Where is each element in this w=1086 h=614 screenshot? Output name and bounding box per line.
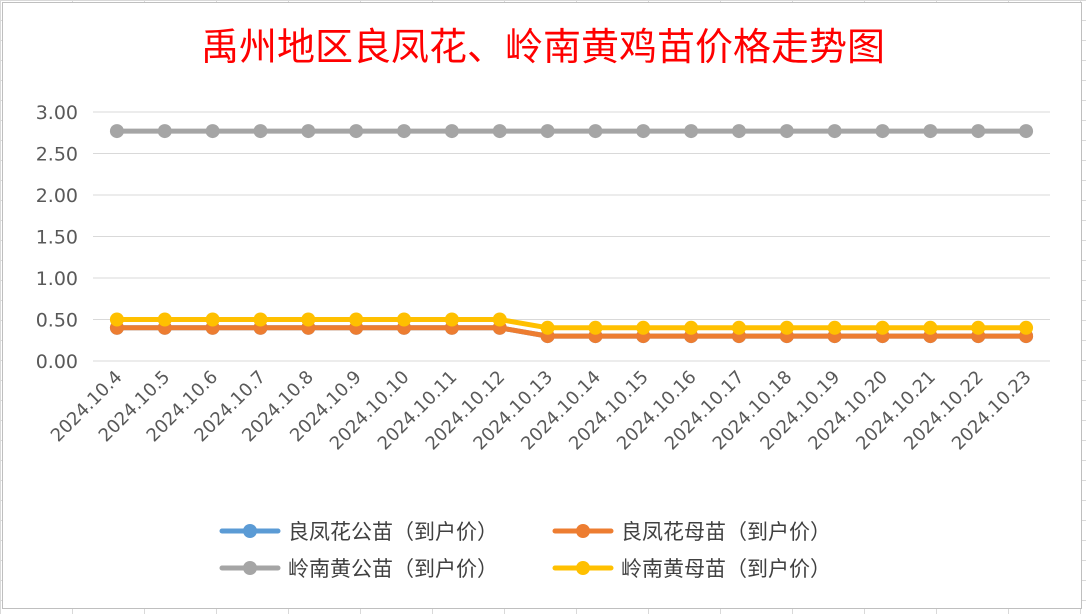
series-line: [114, 317, 1029, 331]
y-tick-label: 2.00: [36, 185, 78, 207]
chart-title: 禹州地区良凤花、岭南黄鸡苗价格走势图: [201, 25, 885, 69]
data-point: [109, 312, 124, 327]
y-tick-label: 1.00: [36, 268, 78, 290]
data-point: [540, 124, 555, 139]
legend-swatch-marker: [576, 524, 590, 538]
y-tick-label: 0.50: [36, 310, 78, 332]
data-point: [779, 124, 794, 139]
data-point: [349, 312, 364, 327]
data-point: [971, 124, 986, 139]
data-point: [397, 312, 412, 327]
legend-label: 良凤花公苗（到户价）: [288, 520, 498, 544]
data-point: [971, 320, 986, 335]
legend-item[interactable]: 岭南黄公苗（到户价）: [219, 557, 498, 581]
data-point: [684, 320, 699, 335]
legend-swatch-marker: [243, 524, 257, 538]
series-line: [114, 325, 1029, 339]
legend-label: 岭南黄公苗（到户价）: [288, 557, 498, 581]
data-point: [923, 124, 938, 139]
data-point: [253, 124, 268, 139]
data-point: [349, 124, 364, 139]
data-point: [157, 124, 172, 139]
data-point: [205, 312, 220, 327]
data-point: [827, 124, 842, 139]
data-point: [540, 320, 555, 335]
legend-item[interactable]: 良凤花公苗（到户价）: [219, 520, 498, 544]
gridlines: [93, 111, 1050, 362]
data-point: [492, 312, 507, 327]
data-point: [397, 124, 412, 139]
data-point: [731, 320, 746, 335]
legend-item[interactable]: 岭南黄母苗（到户价）: [552, 557, 831, 581]
series-0: [109, 320, 1034, 344]
data-point: [301, 312, 316, 327]
data-point: [205, 124, 220, 139]
y-tick-label: 1.50: [36, 227, 78, 249]
data-point: [109, 124, 124, 139]
legend: 良凤花公苗（到户价） 良凤花母苗（到户价） 岭南黄公苗（到户价） 岭南黄母苗（到户价）: [219, 520, 831, 581]
y-tick-label: 2.50: [36, 144, 78, 166]
legend-label: 岭南黄母苗（到户价）: [621, 557, 831, 581]
data-point: [157, 312, 172, 327]
data-point: [301, 124, 316, 139]
data-point: [444, 312, 459, 327]
data-point: [875, 124, 890, 139]
data-point: [636, 124, 651, 139]
series-2: [109, 124, 1034, 139]
y-tick-label: 3.00: [36, 102, 78, 124]
series-3: [109, 312, 1034, 335]
data-point: [779, 320, 794, 335]
data-point: [731, 124, 746, 139]
y-tick-label: 0.00: [36, 351, 78, 373]
legend-swatch-marker: [576, 561, 590, 575]
data-point: [492, 124, 507, 139]
y-axis-ticks: 3.00 2.50 2.00 1.50 1.00 0.50 0.00: [36, 102, 78, 373]
data-point: [636, 320, 651, 335]
data-point: [827, 320, 842, 335]
series-1: [109, 320, 1034, 344]
data-point: [588, 320, 603, 335]
series-lines: [109, 124, 1034, 344]
data-point: [684, 124, 699, 139]
data-point: [1019, 124, 1034, 139]
x-axis-ticks: 2024.10.42024.10.52024.10.62024.10.72024…: [47, 367, 1036, 455]
data-point: [875, 320, 890, 335]
data-point: [1019, 320, 1034, 335]
data-point: [444, 124, 459, 139]
data-point: [588, 124, 603, 139]
data-point: [923, 320, 938, 335]
data-point: [253, 312, 268, 327]
legend-label: 良凤花母苗（到户价）: [621, 520, 831, 544]
legend-item[interactable]: 良凤花母苗（到户价）: [552, 520, 831, 544]
legend-swatch-marker: [243, 561, 257, 575]
